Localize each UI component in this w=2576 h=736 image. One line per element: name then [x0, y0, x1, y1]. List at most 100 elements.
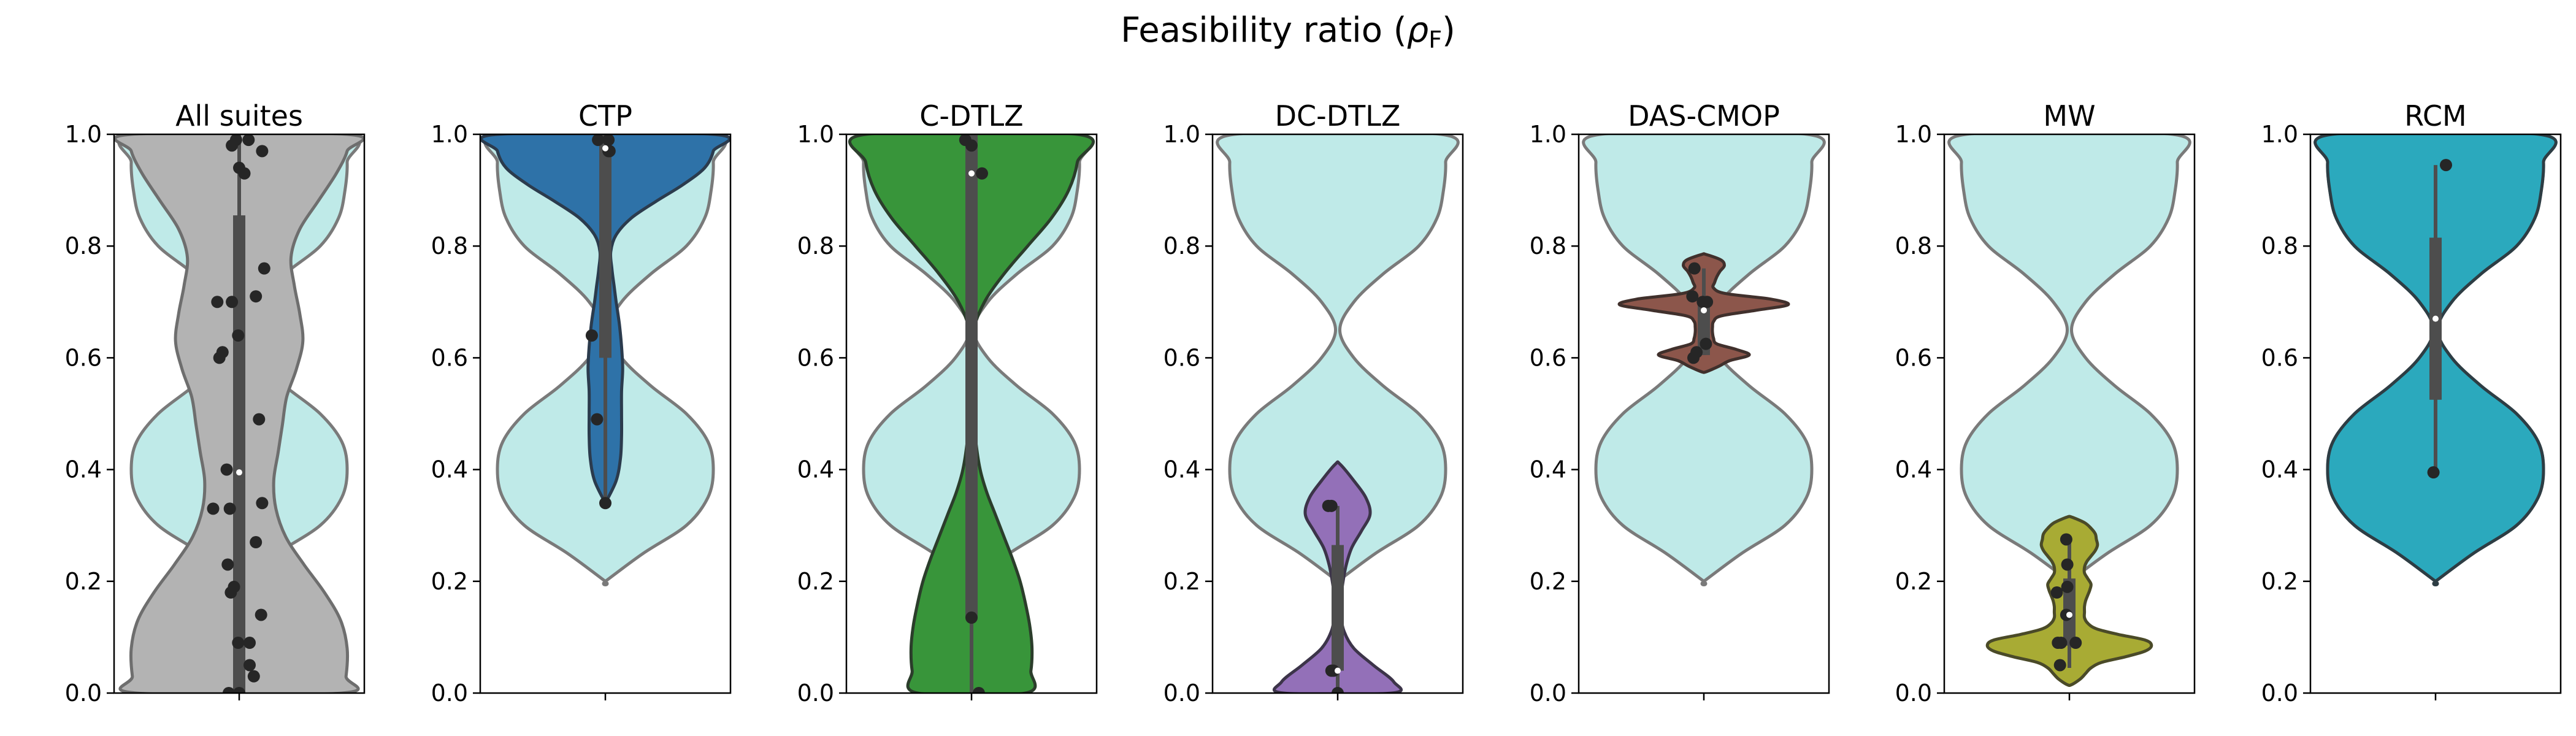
data-point	[1332, 687, 1344, 693]
data-point	[2050, 586, 2063, 599]
median-marker	[968, 170, 975, 177]
data-point	[228, 580, 240, 593]
reference-violin	[1216, 134, 1460, 586]
y-tick-label: 0.6	[65, 344, 102, 371]
data-point	[2427, 466, 2440, 479]
y-tick-label: 1.0	[65, 121, 102, 148]
data-point	[2053, 659, 2066, 672]
panel-title: DAS-CMOP	[1628, 99, 1780, 132]
violin-panel: 0.0 0.2 0.4 0.6 0.8 1.0 RCM	[2261, 99, 2562, 707]
plot-area	[848, 134, 1095, 693]
data-point	[258, 262, 270, 275]
median-marker	[236, 469, 242, 476]
violin-panel: 0.0 0.2 0.4 0.6 0.8 1.0 DAS-CMOP	[1530, 99, 1830, 707]
y-tick-label: 0.6	[1163, 344, 1200, 371]
data-point	[972, 687, 985, 693]
y-tick-label: 0.4	[797, 456, 834, 483]
y-tick-label: 0.6	[431, 344, 468, 371]
data-point	[602, 134, 615, 147]
data-point	[2060, 533, 2072, 546]
data-point	[976, 167, 988, 180]
y-tick-label: 0.2	[65, 568, 102, 595]
data-point	[599, 497, 611, 510]
y-tick-label: 0.6	[797, 344, 834, 371]
data-point	[2440, 159, 2452, 172]
y-tick-label: 0.6	[2261, 344, 2298, 371]
y-tick-label: 0.2	[1530, 568, 1566, 595]
figure-title-prefix: Feasibility ratio (	[1121, 10, 1407, 50]
y-tick-label: 0.0	[1895, 680, 1932, 707]
violin-panel: 0.0 0.2 0.4 0.6 0.8 1.0 CTP	[431, 99, 732, 707]
plot-area	[1947, 134, 2191, 687]
y-tick-label: 0.4	[2261, 456, 2298, 483]
data-point	[232, 637, 245, 650]
violin-panels: 0.0 0.2 0.4 0.6 0.8 1.0 All suites 0.0 0.2 0.4 0.6…	[65, 99, 2562, 707]
figure-title-subscript: F	[1428, 26, 1442, 53]
data-point	[592, 134, 605, 147]
y-tick-label: 0.0	[431, 680, 468, 707]
data-point	[1700, 337, 1712, 350]
y-tick-label: 0.8	[2261, 232, 2298, 259]
figure-title-symbol: ρ	[1407, 10, 1429, 50]
data-point	[2061, 558, 2074, 571]
data-point	[585, 329, 598, 342]
data-point	[591, 413, 604, 426]
data-point	[1687, 351, 1700, 364]
plot-area	[480, 134, 730, 586]
y-tick-label: 0.4	[1895, 456, 1932, 483]
data-point	[220, 463, 233, 476]
y-tick-label: 0.6	[1895, 344, 1932, 371]
data-point	[965, 139, 978, 152]
median-marker	[2066, 611, 2072, 618]
y-tick-label: 1.0	[797, 121, 834, 148]
data-point	[243, 659, 256, 672]
data-point	[223, 687, 235, 693]
y-tick-label: 1.0	[1163, 121, 1200, 148]
panel-title: C-DTLZ	[919, 99, 1023, 132]
violin-panel: 0.0 0.2 0.4 0.6 0.8 1.0 C-DTLZ	[797, 99, 1098, 707]
panel-title: CTP	[578, 99, 632, 132]
data-point	[216, 346, 229, 359]
data-point	[223, 502, 236, 515]
data-point	[256, 145, 269, 158]
data-point	[250, 536, 263, 549]
y-tick-label: 0.0	[797, 680, 834, 707]
y-tick-label: 0.4	[1530, 456, 1566, 483]
plot-area	[2313, 134, 2558, 586]
y-tick-label: 0.8	[1895, 232, 1932, 259]
data-point	[965, 611, 978, 624]
data-point	[221, 558, 234, 571]
data-point	[1688, 262, 1701, 275]
median-marker	[602, 145, 608, 151]
y-tick-label: 0.4	[1163, 456, 1200, 483]
y-tick-label: 0.2	[431, 568, 468, 595]
y-tick-label: 0.8	[65, 232, 102, 259]
panel-title: DC-DTLZ	[1275, 99, 1401, 132]
median-marker	[1335, 667, 1341, 674]
y-tick-label: 0.0	[65, 680, 102, 707]
data-point	[2069, 637, 2082, 650]
data-point	[243, 637, 256, 650]
data-point	[232, 329, 245, 342]
data-point	[233, 687, 245, 693]
y-tick-label: 0.8	[1530, 232, 1566, 259]
reference-violin	[1947, 134, 2191, 586]
plot-area	[1216, 134, 1460, 693]
data-point	[1327, 664, 1340, 677]
data-point	[2060, 608, 2072, 621]
data-point	[2061, 580, 2074, 593]
y-tick-label: 0.8	[797, 232, 834, 259]
data-point	[2055, 637, 2068, 650]
data-point	[253, 413, 266, 426]
y-tick-label: 0.8	[1163, 232, 1200, 259]
plot-area	[114, 134, 364, 693]
data-point	[1686, 290, 1699, 303]
figure-title-suffix: )	[1442, 10, 1455, 50]
y-tick-label: 0.2	[1163, 568, 1200, 595]
data-point	[256, 497, 269, 510]
data-point	[250, 290, 263, 303]
y-tick-label: 0.6	[1530, 344, 1566, 371]
y-tick-label: 0.2	[797, 568, 834, 595]
y-tick-label: 0.2	[1895, 568, 1932, 595]
